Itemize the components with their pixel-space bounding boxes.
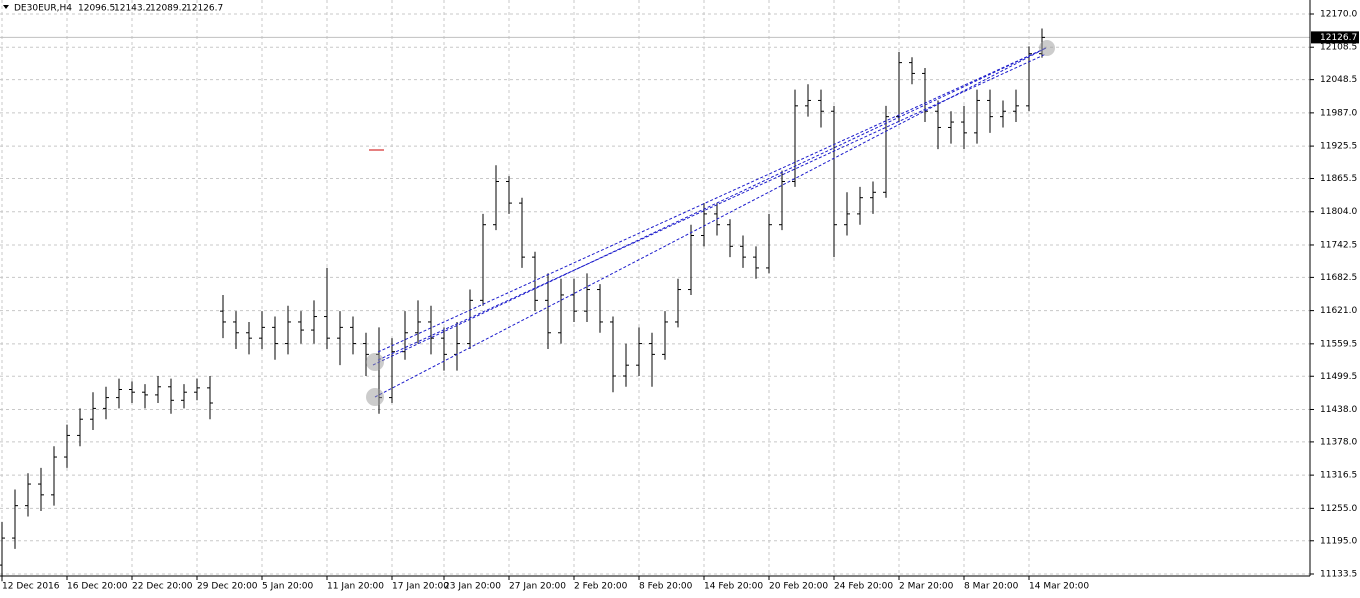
price-label: 12126.7: [1320, 33, 1357, 43]
y-tick-label: 11559.5: [1320, 339, 1357, 349]
price-label-bg: [1311, 31, 1359, 44]
x-tick-label: 12 Dec 2016: [2, 582, 60, 592]
y-tick-label: 11316.5: [1320, 471, 1357, 481]
x-tick-label: 14 Mar 20:00: [1029, 582, 1089, 592]
x-tick-label: 24 Feb 20:00: [834, 582, 893, 592]
symbol: DE30EUR,H4: [14, 4, 72, 14]
x-tick-label: 8 Mar 20:00: [964, 582, 1019, 592]
y-tick-label: 11804.0: [1320, 207, 1357, 217]
axis-labels: 12170.0 12108.5 12048.5 11987.0 11925.5 11865…: [1, 9, 1359, 592]
y-tick-label: 11682.5: [1320, 273, 1357, 283]
y-tick-label: 12108.5: [1320, 43, 1357, 53]
y-tick-label: 11195.0: [1320, 536, 1357, 546]
anchor-point[interactable]: [1039, 40, 1055, 56]
x-tick-label: 5 Jan 20:00: [262, 582, 314, 592]
x-tick-label: 8 Feb 20:00: [639, 582, 693, 592]
header-close: 12126.7: [186, 4, 223, 14]
x-tick-label: 11 Jan 20:00: [327, 582, 384, 592]
header-open: 12096.5: [78, 4, 115, 14]
y-tick-label: 11987.0: [1320, 108, 1357, 118]
x-tick-label: 2 Mar 20:00: [899, 582, 954, 592]
y-tick-label: 12048.5: [1320, 75, 1357, 85]
x-tick-label: 2 Feb 20:00: [574, 582, 628, 592]
y-tick-label: 12170.0: [1320, 9, 1357, 19]
trendline[interactable]: [372, 47, 1047, 366]
y-tick-label: 11255.0: [1320, 504, 1357, 514]
x-tick-label: 27 Jan 20:00: [509, 582, 566, 592]
trendline[interactable]: [374, 47, 1047, 398]
x-tick-label: 14 Feb 20:00: [704, 582, 763, 592]
trendline[interactable]: [377, 53, 1047, 361]
y-tick-label: 11865.5: [1320, 174, 1357, 184]
header-low: 12089.2: [150, 4, 187, 14]
y-tick-label: 11925.5: [1320, 142, 1357, 152]
x-tick-label: 23 Jan 20:00: [444, 582, 501, 592]
x-tick-label: 17 Jan 20:00: [392, 582, 449, 592]
trendline[interactable]: [377, 47, 1047, 353]
trendlines: [372, 47, 1047, 398]
y-tick-label: 11378.0: [1320, 437, 1357, 447]
y-tick-label: 11621.0: [1320, 306, 1357, 316]
y-tick-label: 11133.5: [1320, 570, 1357, 580]
anchor-point[interactable]: [366, 388, 384, 406]
y-tick-label: 11438.0: [1320, 405, 1357, 415]
x-tick-label: 20 Feb 20:00: [769, 582, 828, 592]
header-high: 12143.2: [114, 4, 151, 14]
x-tick-label: 16 Dec 20:00: [67, 582, 128, 592]
y-tick-label: 11742.5: [1320, 240, 1357, 250]
price-bars: [0, 28, 1045, 582]
header: DE30EUR,H4 12096.5 12143.2 12089.2 12126…: [3, 4, 223, 14]
anchor-point[interactable]: [366, 353, 384, 371]
menu-arrow[interactable]: [3, 5, 9, 9]
x-tick-label: 22 Dec 20:00: [132, 582, 193, 592]
x-tick-label: 29 Dec 20:00: [197, 582, 258, 592]
y-tick-label: 11499.5: [1320, 372, 1357, 382]
